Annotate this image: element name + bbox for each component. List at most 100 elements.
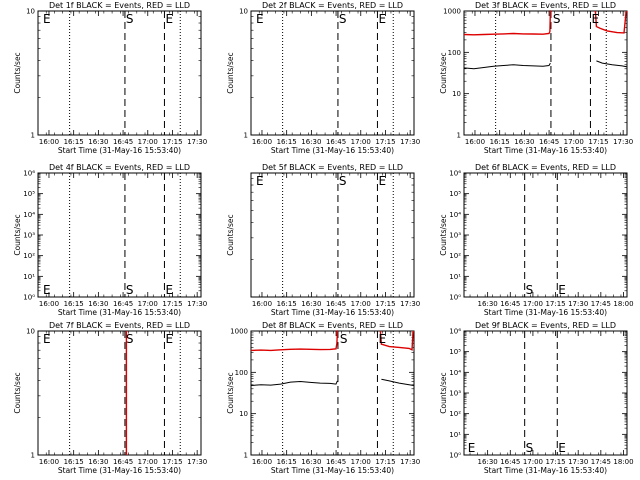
y-axis-label: Counts/sec: [439, 372, 448, 413]
x-tick-label: 16:30: [88, 138, 108, 146]
y-axis-label: Counts/sec: [13, 52, 22, 93]
panel-det-2: Det 2f BLACK = Events, RED = LLD 1 10 16:00…: [226, 1, 420, 155]
y-tick-label: 100: [448, 49, 461, 57]
x-tick-label: 16:45: [113, 458, 133, 466]
y-tick-label: 100: [235, 369, 248, 377]
x-tick-label: 16:30: [301, 300, 321, 308]
panel-title: Det 5f BLACK = Events, RED = LLD: [262, 163, 403, 172]
x-tick-label: 16:30: [301, 138, 321, 146]
x-tick-label: 16:00: [252, 300, 272, 308]
x-tick-label: 17:15: [375, 300, 395, 308]
x-tick-label: 16:30: [88, 300, 108, 308]
y-axis-label: Counts/sec: [439, 52, 448, 93]
y-tick-label: 10²: [23, 252, 35, 260]
y-tick-label: 10⁶: [23, 170, 35, 178]
event-marker: S: [126, 12, 134, 26]
x-tick-label: 17:30: [568, 458, 588, 466]
x-tick-label: 16:15: [277, 458, 297, 466]
x-tick-label: 16:15: [490, 138, 510, 146]
x-tick-label: 17:00: [138, 458, 158, 466]
event-marker: E: [468, 441, 476, 455]
y-axis-label: Counts/sec: [226, 52, 235, 93]
y-tick-label: 10¹: [449, 431, 461, 439]
y-tick-label: 10⁴: [449, 369, 461, 377]
event-marker: S: [126, 283, 134, 297]
y-tick-label: 10: [452, 90, 461, 98]
x-tick-label: 17:00: [351, 138, 371, 146]
x-tick-label: 17:00: [138, 138, 158, 146]
y-tick-label: 10⁰: [449, 452, 461, 460]
panel-det-4: Det 4f BLACK = Events, RED = LLD 10⁰ 10¹ 10…: [13, 163, 207, 317]
x-tick-label: 16:15: [277, 300, 297, 308]
y-tick-label: 10⁶: [449, 328, 461, 336]
x-tick-label: 17:15: [375, 138, 395, 146]
panel-det-5: Det 5f BLACK = Events, RED = LLD 16:00 16:…: [226, 163, 420, 317]
y-tick-label: 1000: [443, 8, 461, 16]
panel-det-3: Det 3f BLACK = Events, RED = LLD 1 10 100 10…: [439, 1, 633, 155]
y-tick-label: 10: [26, 328, 35, 336]
y-tick-label: 10⁴: [23, 211, 35, 219]
series-events-line: [463, 60, 627, 70]
event-marker: S: [126, 332, 134, 346]
event-marker: E: [165, 12, 173, 26]
x-tick-label: 17:15: [588, 138, 608, 146]
y-tick-label: 10: [26, 8, 35, 16]
y-tick-label: 1: [244, 132, 248, 140]
x-axis-label: Start Time (31-May-16 15:53:40): [58, 466, 181, 475]
panel-title: Det 8f BLACK = Events, RED = LLD: [262, 321, 403, 330]
x-tick-label: 16:45: [326, 138, 346, 146]
event-marker: E: [165, 332, 173, 346]
x-tick-label: 16:15: [64, 300, 84, 308]
y-tick-label: 10¹: [23, 273, 35, 281]
panel-title: Det 1f BLACK = Events, RED = LLD: [49, 1, 190, 10]
x-tick-label: 16:00: [465, 138, 485, 146]
plot-frame: [37, 330, 202, 456]
plot-frame: [463, 172, 628, 298]
x-axis-label: Start Time (31-May-16 15:53:40): [484, 466, 607, 475]
x-tick-label: 17:45: [591, 300, 611, 308]
x-tick-label: 17:30: [400, 458, 420, 466]
y-axis-label: Counts/sec: [226, 372, 235, 413]
panel-title: Det 4f BLACK = Events, RED = LLD: [49, 163, 190, 172]
event-marker: S: [340, 332, 348, 346]
event-marker: E: [558, 283, 566, 297]
x-tick-label: 17:00: [523, 300, 543, 308]
x-tick-label: 16:30: [88, 458, 108, 466]
x-tick-label: 17:15: [162, 458, 182, 466]
x-tick-label: 17:00: [138, 300, 158, 308]
x-tick-label: 16:15: [64, 458, 84, 466]
x-tick-label: 17:30: [400, 138, 420, 146]
x-tick-label: 18:00: [613, 458, 633, 466]
x-axis-label: Start Time (31-May-16 15:53:40): [271, 146, 394, 155]
x-axis-label: Start Time (31-May-16 15:53:40): [58, 308, 181, 317]
x-axis-label: Start Time (31-May-16 15:53:40): [58, 146, 181, 155]
x-axis-label: Start Time (31-May-16 15:53:40): [271, 466, 394, 475]
x-tick-label: 16:30: [478, 300, 498, 308]
y-tick-label: 10⁵: [23, 190, 35, 198]
y-tick-label: 1000: [230, 328, 248, 336]
x-tick-label: 17:00: [351, 300, 371, 308]
event-marker: E: [378, 12, 386, 26]
event-marker: E: [165, 283, 173, 297]
y-tick-label: 10³: [449, 390, 461, 398]
y-tick-label: 10³: [23, 232, 35, 240]
y-axis-label: Counts/sec: [13, 372, 22, 413]
event-marker: E: [558, 441, 566, 455]
event-marker: E: [256, 174, 264, 188]
y-tick-label: 1: [457, 132, 461, 140]
x-tick-label: 16:00: [252, 138, 272, 146]
x-tick-label: 16:45: [500, 300, 520, 308]
event-marker: S: [339, 12, 347, 26]
x-axis-label: Start Time (31-May-16 15:53:40): [484, 308, 607, 317]
panel-title: Det 3f BLACK = Events, RED = LLD: [475, 1, 616, 10]
x-tick-label: 16:30: [301, 458, 321, 466]
panel-title: Det 6f BLACK = Events, RED = LLD: [475, 163, 616, 172]
panel-det-7: Det 7f BLACK = Events, RED = LLD 1 10 16:00…: [13, 321, 207, 475]
y-tick-label: 10⁴: [449, 211, 461, 219]
y-tick-label: 1: [31, 132, 35, 140]
plot-frame: [37, 172, 202, 298]
panel-det-1: Det 1f BLACK = Events, RED = LLD 1 10 16:00…: [13, 1, 207, 155]
x-tick-label: 17:30: [568, 300, 588, 308]
x-tick-label: 17:30: [400, 300, 420, 308]
